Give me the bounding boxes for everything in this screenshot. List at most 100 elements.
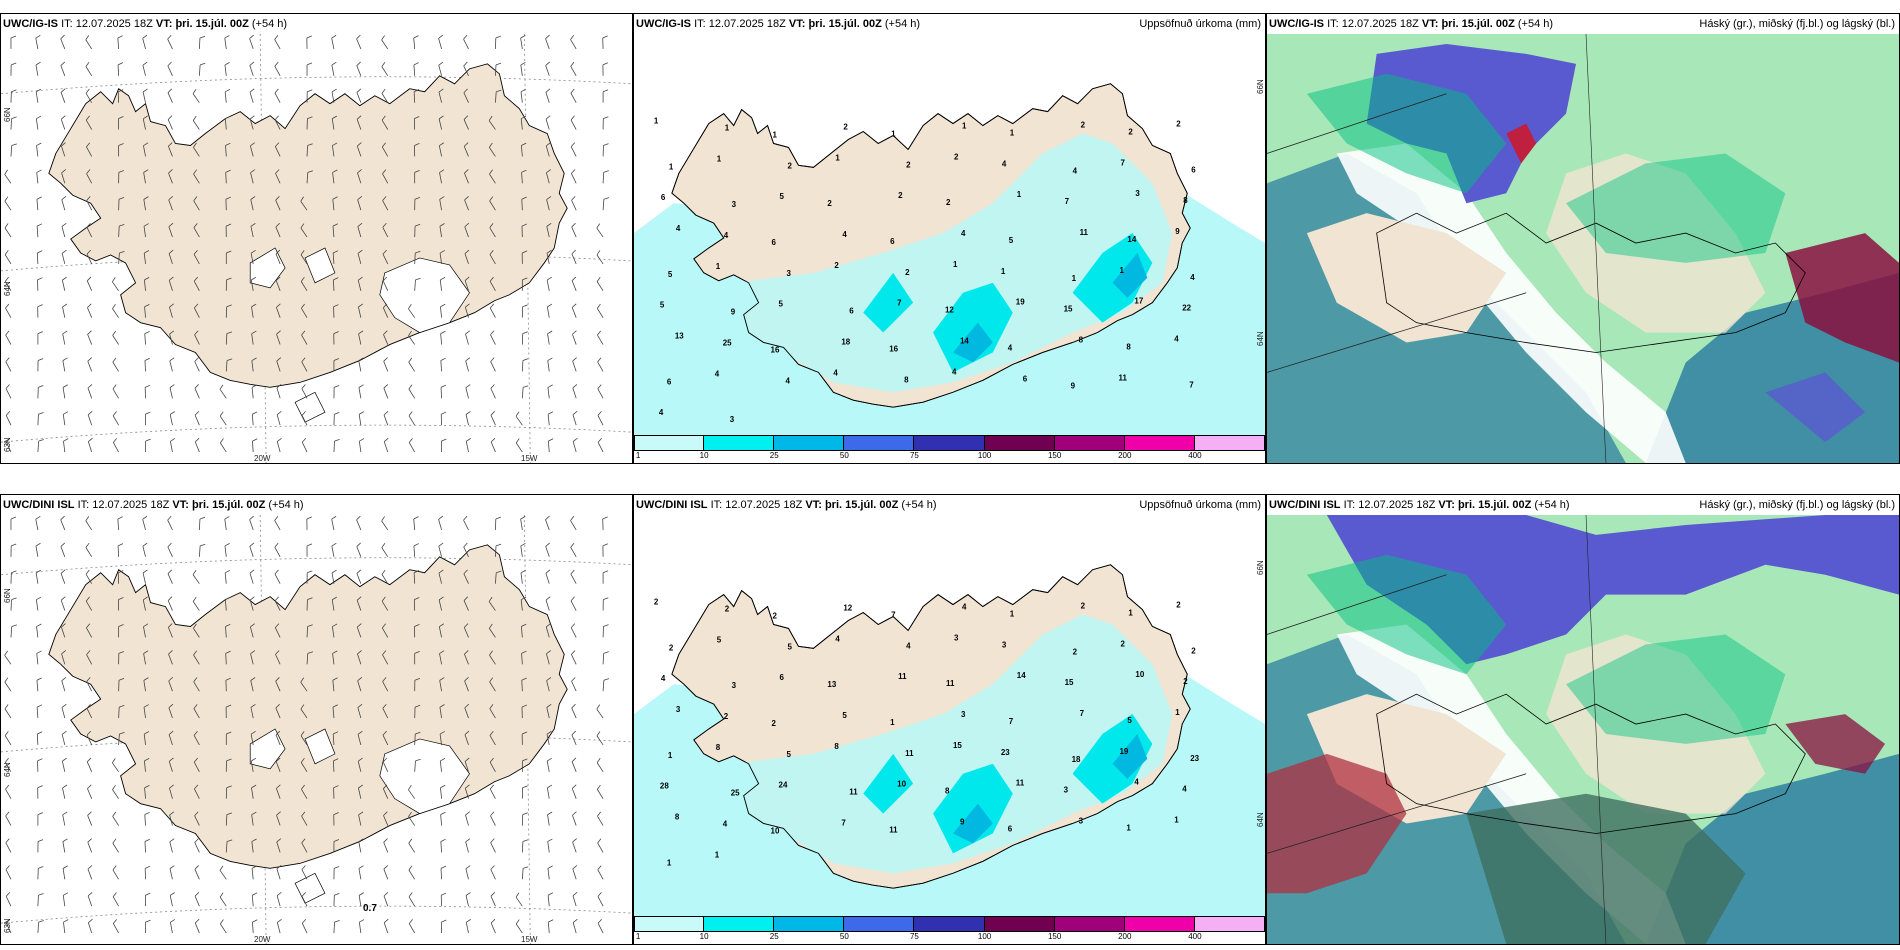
wind-barb (276, 437, 282, 453)
wind-barb (357, 169, 362, 184)
wind-barb (597, 838, 604, 853)
precip-map-svg: 1112111222112122447663522217384464645111… (634, 83, 1265, 441)
wind-barb (62, 303, 68, 318)
wind-barb (275, 703, 281, 719)
wind-barb (495, 570, 502, 584)
wind-barb (438, 61, 444, 76)
wind-barb (545, 515, 550, 531)
precip-value: 1 (891, 130, 896, 139)
legend-label: 50 (839, 932, 849, 941)
wind-barb (515, 919, 523, 934)
precip-value: 23 (1001, 748, 1010, 757)
wind-barb (463, 569, 469, 584)
precip-value: 1 (1010, 129, 1015, 138)
wind-barb (10, 624, 17, 638)
wind-barb (602, 570, 609, 584)
wind-barb (383, 357, 389, 372)
wind-barb (61, 249, 67, 265)
wind-barb (465, 438, 471, 453)
lat-label-63n: 63N (3, 918, 12, 933)
wind-barb (408, 838, 416, 853)
wind-barb (192, 115, 200, 130)
grid-line (1267, 773, 1527, 854)
wind-barb (333, 893, 340, 907)
wind-barb (439, 169, 445, 184)
precip-area-heavy (952, 733, 1148, 844)
wind-barb (219, 411, 227, 426)
cloud-area-mid (1765, 372, 1866, 443)
wind-barb (274, 515, 281, 531)
wind-barb (87, 865, 93, 880)
wind-barb (306, 651, 314, 665)
wind-barb (250, 196, 256, 211)
wind-barb (356, 569, 362, 584)
precip-value: 5 (1127, 716, 1132, 725)
wind-barb (546, 169, 551, 184)
wind-barb (602, 170, 609, 184)
precip-value: 4 (715, 369, 720, 378)
wind-barb (414, 731, 421, 745)
wind-barb (194, 303, 200, 318)
cloud-map (1267, 515, 1899, 944)
wind-barb (35, 596, 42, 611)
wind-barb (194, 811, 200, 826)
wind-barb (276, 838, 282, 853)
wind-barb (547, 919, 554, 934)
wind-barb (463, 115, 469, 130)
wind-barb (358, 892, 364, 907)
it-value: 12.07.2025 18Z (92, 499, 170, 511)
wind-barb (495, 89, 502, 103)
wind-barb (547, 384, 553, 399)
wind-barb (117, 62, 124, 76)
wind-barb (465, 411, 471, 426)
wind-barb (438, 115, 444, 130)
wind-barb (520, 115, 527, 130)
lead-time: (+54 h) (901, 499, 937, 511)
wind-barb (193, 223, 200, 238)
wind-barb (306, 35, 312, 49)
wind-barb (382, 704, 389, 719)
precip-value: 11 (849, 788, 858, 797)
precip-value: 2 (724, 712, 729, 721)
wind-barb (60, 542, 66, 557)
wind-barb (489, 757, 496, 772)
wind-barb (356, 142, 362, 157)
wind-barb (144, 303, 150, 318)
wind-barb (36, 677, 42, 692)
wind-barb (85, 88, 93, 103)
wind-barb (225, 223, 232, 238)
wind-barb (275, 196, 281, 211)
wind-barb (571, 222, 577, 238)
wind-barb (333, 785, 339, 799)
wind-barb (37, 385, 44, 399)
wind-barb (86, 196, 93, 211)
wind-barb (87, 437, 93, 453)
wind-barb (358, 303, 364, 318)
wind-barb (357, 650, 362, 665)
wind-barb (275, 276, 281, 291)
wind-barb (382, 650, 389, 665)
wind-barb (301, 437, 308, 453)
wind-barb (489, 730, 496, 746)
wind-barb (357, 222, 363, 238)
wind-barb (358, 838, 364, 853)
wind-barb (464, 650, 469, 665)
wind-barb (602, 89, 609, 103)
precip-value: 7 (1009, 717, 1014, 726)
wind-map-svg (1, 515, 632, 944)
latitude-line (1, 424, 632, 443)
wind-barb (521, 650, 527, 665)
precip-value: 10 (897, 780, 906, 789)
precip-map: 2 2 2 12 7 4 1 2 1 2 2 5 5 4 4 3 3 2 2 2 4 3 6 13 11 11 14 15 10 2 3 2 2… (634, 515, 1265, 922)
wind-barb (301, 411, 308, 426)
wind-barb (465, 811, 470, 826)
wind-barb (572, 384, 578, 399)
wind-barb (357, 196, 363, 211)
wind-barb (572, 411, 578, 426)
wind-barb (520, 142, 527, 157)
wind-barb (112, 303, 119, 318)
wind-barb (572, 811, 577, 826)
precip-value: 1 (962, 122, 967, 131)
wind-barb (4, 169, 12, 184)
precip-value: 14 (1127, 235, 1136, 244)
